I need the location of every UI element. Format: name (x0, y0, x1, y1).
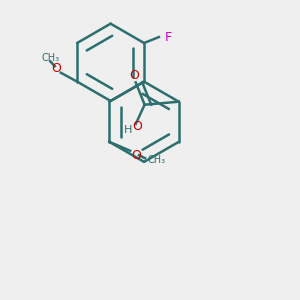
Text: O: O (51, 62, 61, 75)
Text: H: H (124, 125, 133, 135)
Text: O: O (131, 149, 141, 162)
Text: O: O (132, 121, 142, 134)
Text: F: F (164, 31, 171, 44)
Text: CH₃: CH₃ (41, 53, 59, 63)
Text: O: O (129, 69, 139, 82)
Text: CH₃: CH₃ (147, 155, 166, 165)
